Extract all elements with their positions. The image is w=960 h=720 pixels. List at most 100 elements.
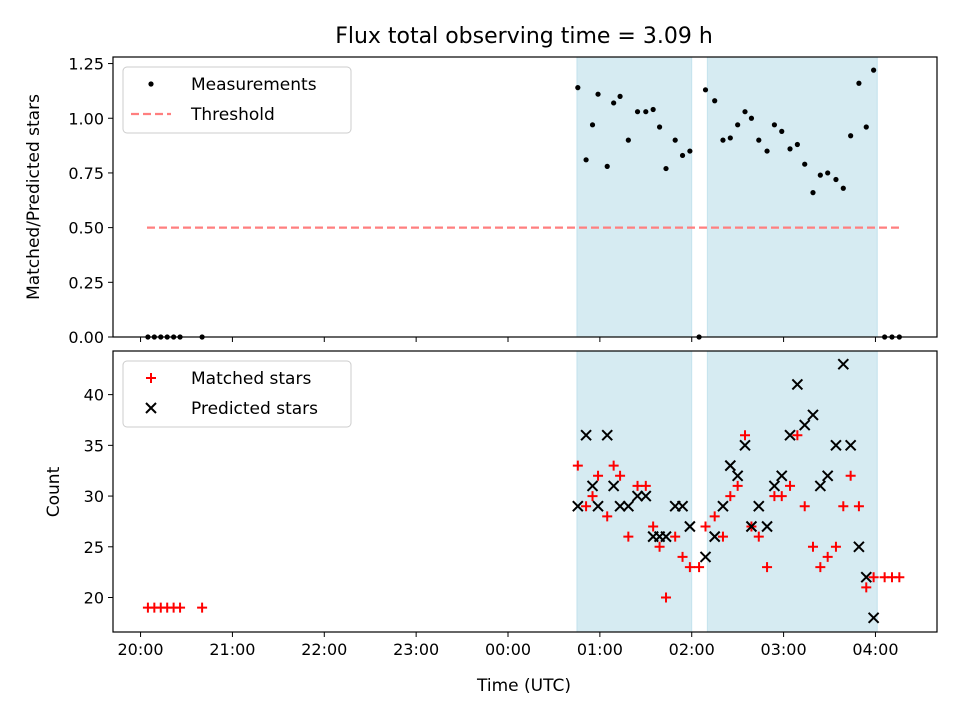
predicted-star-point <box>791 378 804 391</box>
predicted-star-point <box>708 530 721 543</box>
measurement-point <box>833 176 839 183</box>
x-tick-label: 03:00 <box>761 640 807 659</box>
measurement-point <box>687 148 693 154</box>
matched-star-point <box>740 430 751 441</box>
bottom-legend: Matched stars Predicted stars <box>122 360 352 428</box>
matched-star-point <box>853 501 864 512</box>
legend-box <box>122 360 352 428</box>
measurement-point <box>679 152 686 159</box>
matched-star-point <box>845 470 856 481</box>
legend-label: Measurements <box>191 75 317 95</box>
measurement-point <box>617 93 623 99</box>
measurement-point <box>720 137 726 143</box>
matched-star-point <box>815 562 826 573</box>
matched-star-point <box>776 491 787 502</box>
predicted-star-point <box>739 439 751 452</box>
predicted-star-point <box>745 520 758 533</box>
predicted-star-point <box>640 490 652 502</box>
y-tick-label: 35 <box>84 436 104 455</box>
measurement-point <box>727 135 733 141</box>
measurement-point <box>810 190 816 196</box>
matched-star-point <box>654 541 665 552</box>
shaded-interval-2 <box>706 56 878 338</box>
x-tick-label: 20:00 <box>118 640 164 659</box>
predicted-star-point <box>807 409 819 421</box>
chart-title: Flux total observing time = 3.09 h <box>335 24 713 49</box>
legend-label: Threshold <box>190 105 275 125</box>
measurement-point <box>643 109 649 115</box>
matched-star-point <box>868 572 879 583</box>
top-panel: 0.00 0.25 0.50 0.75 1.00 1.25 Matched/Predict… <box>24 55 938 347</box>
predicted-star-point <box>821 470 834 482</box>
x-tick-label: 00:00 <box>485 640 531 659</box>
matched-star-point <box>894 572 905 583</box>
measurement-point <box>871 67 877 73</box>
predicted-star-point <box>814 480 827 492</box>
measurement-point <box>595 91 601 97</box>
measurement-point <box>589 122 596 128</box>
measurement-point <box>756 137 762 143</box>
predicted-star-point <box>631 490 644 502</box>
predicted-star-point <box>614 500 626 512</box>
y-tick-label: 0.75 <box>68 164 104 183</box>
measurement-point <box>748 115 755 121</box>
predicted-star-point <box>601 429 613 441</box>
matched-star-point <box>792 430 803 441</box>
predicted-star-point <box>799 419 811 431</box>
predicted-star-point <box>607 480 620 492</box>
legend-label: Predicted stars <box>191 399 318 419</box>
y-tick-label: 1.00 <box>68 109 104 128</box>
predicted-star-point <box>784 429 796 441</box>
legend-marker-plus <box>146 373 156 383</box>
matched-star-point <box>762 562 773 573</box>
x-tick-label: 21:00 <box>209 640 255 659</box>
measurement-point <box>856 80 862 86</box>
predicted-star-point <box>830 439 842 452</box>
matched-star-point <box>830 541 841 552</box>
predicted-star-point <box>684 520 696 533</box>
matched-star-point <box>838 501 849 512</box>
measurement-point <box>779 128 785 134</box>
matched-star-point <box>648 521 659 532</box>
measurement-point <box>863 124 869 130</box>
measurement-point <box>825 170 831 176</box>
matched-star-point <box>661 592 672 603</box>
y-tick-label: 20 <box>84 589 104 608</box>
bottom-x-axis: 20:00 21:00 22:00 23:00 00:00 01:00 02:00 03:00… <box>118 632 899 659</box>
measurement-point <box>634 109 641 115</box>
predicted-star-point <box>660 530 672 543</box>
matched-star-point <box>785 480 796 491</box>
measurement-point <box>575 85 581 91</box>
x-tick-label: 23:00 <box>393 640 439 659</box>
matched-star-point <box>822 551 833 562</box>
y-tick-label: 0.00 <box>68 328 104 347</box>
shaded-interval-2 <box>706 350 878 633</box>
matched-star-point <box>753 531 764 542</box>
matched-star-point <box>593 470 604 481</box>
y-tick-label: 25 <box>84 538 104 557</box>
y-tick-label: 30 <box>84 487 104 506</box>
matched-star-point <box>807 541 818 552</box>
predicted-star-point <box>699 551 712 563</box>
predicted-star-point <box>622 500 635 512</box>
predicted-star-point <box>753 500 765 512</box>
matched-star-point <box>587 491 598 502</box>
y-tick-label: 0.25 <box>68 273 104 292</box>
matched-star-point <box>732 480 743 491</box>
y-tick-label: 1.25 <box>68 55 104 74</box>
top-x-axis <box>140 337 876 342</box>
measurement-point <box>611 100 617 106</box>
x-axis-label: Time (UTC) <box>476 676 571 696</box>
predicted-star-point <box>572 500 584 512</box>
measurement-point <box>848 133 854 139</box>
measurement-point <box>625 137 631 143</box>
measurement-point <box>787 146 793 152</box>
legend-marker-dot <box>148 81 154 87</box>
matched-star-point <box>640 480 651 491</box>
predicted-star-point <box>724 459 737 472</box>
x-tick-label: 02:00 <box>669 640 715 659</box>
y-tick-label: 0.50 <box>68 219 104 238</box>
measurement-point <box>702 87 709 93</box>
bottom-panel: 20 25 30 35 40 20:00 21:00 22:00 23:00 00:00 01:0… <box>44 350 938 696</box>
